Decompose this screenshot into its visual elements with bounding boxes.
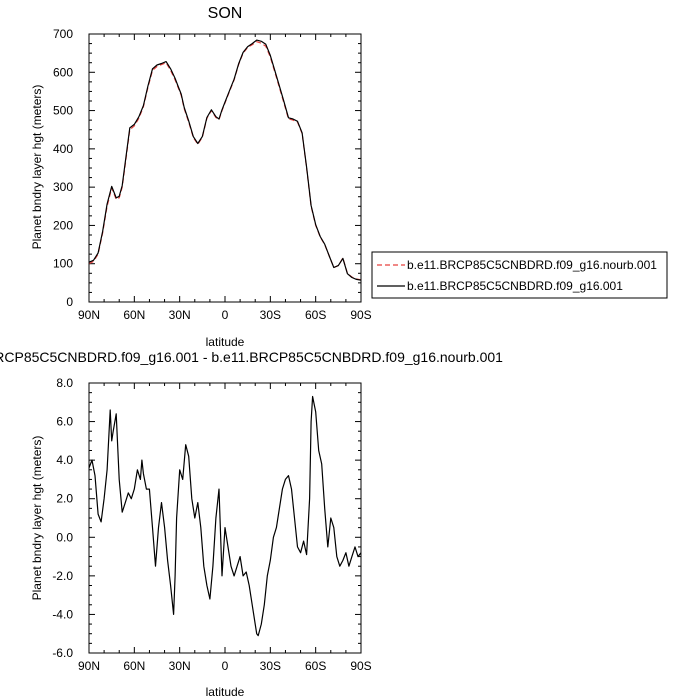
bottom-x-tick-label: 30N — [169, 659, 191, 673]
top-y-tick-label: 600 — [53, 65, 73, 79]
bottom-y-tick-label: 8.0 — [56, 376, 73, 390]
top-x-tick-label: 60S — [305, 308, 326, 322]
bottom-panel: b.e11.BRCP85C5CNBDRD.f09_g16.001 - b.e11… — [0, 349, 503, 699]
bottom-x-tick-label: 60S — [305, 659, 326, 673]
bottom-y-tick-label: 0.0 — [56, 530, 73, 544]
top-y-axis-label: Planet bndry layer hgt (meters) — [30, 85, 44, 250]
top-series-line-0 — [88, 41, 362, 281]
bottom-plot-lines — [88, 395, 362, 637]
bottom-y-tick-label: 4.0 — [56, 453, 73, 467]
bottom-x-tick-label: 0 — [222, 659, 229, 673]
legend-box — [371, 251, 668, 299]
top-y-tick-label: 200 — [53, 218, 73, 232]
bottom-x-tick-label: 60N — [123, 659, 145, 673]
top-x-tick-label: 0 — [222, 308, 229, 322]
legend: b.e11.BRCP85C5CNBDRD.f09_g16.nourb.001 b… — [371, 251, 668, 299]
bottom-x-tick-label: 90N — [78, 659, 100, 673]
top-x-tick-label: 90N — [78, 308, 100, 322]
top-y-tick-label: 0 — [66, 295, 73, 309]
top-y-tick-label: 400 — [53, 142, 73, 156]
bottom-y-tick-label: -4.0 — [52, 607, 73, 621]
bottom-y-tick-label: 2.0 — [56, 492, 73, 506]
top-x-axis-label: latitude — [206, 335, 245, 349]
top-chart-title: SON — [208, 5, 243, 22]
bottom-chart-title: b.e11.BRCP85C5CNBDRD.f09_g16.001 - b.e11… — [0, 349, 503, 365]
top-y-tick-label: 100 — [53, 257, 73, 271]
top-x-tick-label: 60N — [123, 308, 145, 322]
top-y-tick-label: 300 — [53, 180, 73, 194]
top-x-tick-label: 30S — [260, 308, 281, 322]
bottom-x-axis-label: latitude — [206, 685, 245, 699]
bottom-y-tick-label: 6.0 — [56, 415, 73, 429]
top-x-tick-label: 30N — [169, 308, 191, 322]
bottom-x-tick-label: 30S — [260, 659, 281, 673]
bottom-plot-frame — [88, 382, 362, 654]
bottom-y-axis-label: Planet bndry layer hgt (meters) — [30, 436, 44, 601]
top-plot-frame — [88, 33, 362, 303]
legend-label-control: b.e11.BRCP85C5CNBDRD.f09_g16.001 — [407, 279, 623, 293]
bottom-axes: 90N 60N 30N 0 30S 60S 90S -6.0 -4.0 -2.0 0.0 2.0 4.0… — [52, 376, 371, 673]
legend-label-nourb: b.e11.BRCP85C5CNBDRD.f09_g16.nourb.001 — [407, 258, 657, 272]
top-plot-lines — [88, 39, 362, 281]
top-panel: SON Planet bndry layer hgt (meters) lati… — [30, 5, 372, 349]
bottom-y-tick-label: -2.0 — [52, 569, 73, 583]
top-y-tick-label: 700 — [53, 27, 73, 41]
bottom-series-line-0 — [88, 395, 362, 637]
top-axes: 90N 60N 30N 0 30S 60S 90S 0 100 200 300 400 500 600 70… — [53, 27, 372, 322]
top-x-tick-label: 90S — [350, 308, 371, 322]
top-series-line-1 — [88, 39, 362, 281]
top-y-tick-label: 500 — [53, 104, 73, 118]
bottom-x-tick-label: 90S — [350, 659, 371, 673]
bottom-y-tick-label: -6.0 — [52, 646, 73, 660]
